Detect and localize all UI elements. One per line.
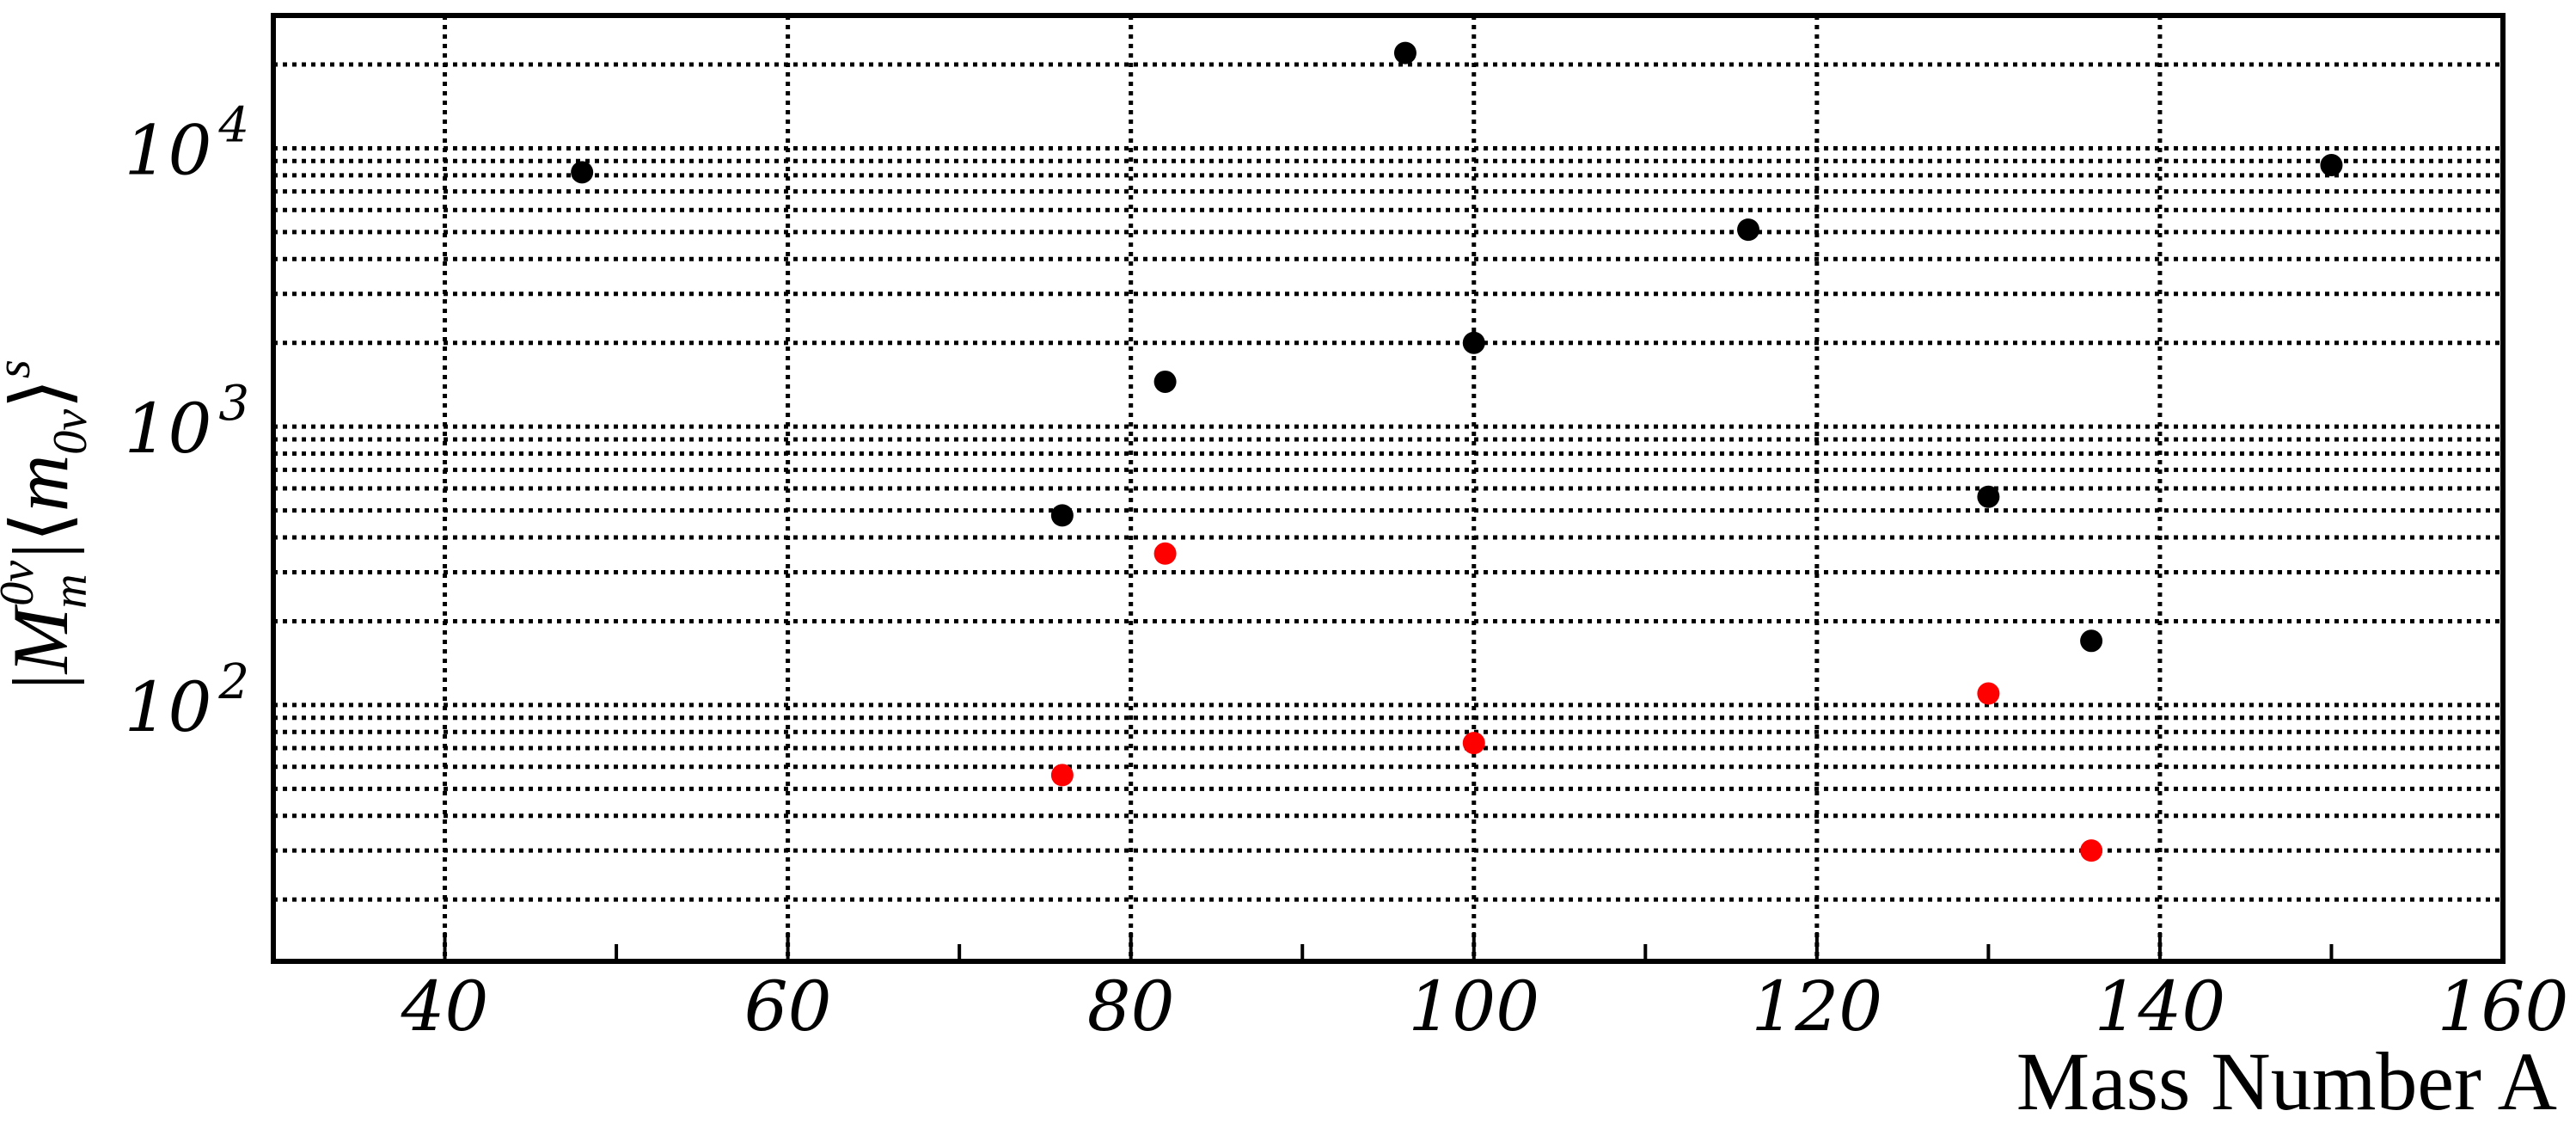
y-tick-label: 10 3 bbox=[125, 376, 249, 469]
data-point bbox=[1737, 218, 1760, 242]
x-axis-title: Mass Number A bbox=[2016, 1035, 2557, 1123]
x-tick-label: 120 bbox=[1751, 967, 1882, 1046]
data-point bbox=[1050, 764, 1074, 787]
data-point bbox=[1153, 370, 1177, 393]
y-axis-title: |M0vm|⟨m0v⟩s bbox=[0, 359, 97, 690]
data-point bbox=[571, 161, 594, 184]
x-tick-label: 60 bbox=[744, 967, 832, 1046]
data-point bbox=[1153, 542, 1177, 565]
grid bbox=[273, 13, 2503, 961]
data-point bbox=[1977, 682, 2000, 705]
data-point bbox=[1393, 41, 1416, 64]
x-tick-label: 140 bbox=[2095, 967, 2226, 1046]
y-tick-label: 10 4 bbox=[125, 97, 249, 190]
data-points bbox=[571, 41, 2343, 862]
data-point bbox=[1462, 331, 1485, 354]
data-point bbox=[1977, 485, 2000, 508]
y-tick-label: 10 2 bbox=[125, 654, 249, 747]
x-tick-labels: 40 60 80 100 120 140 160 bbox=[401, 967, 2569, 1046]
x-minor-ticks bbox=[272, 932, 2505, 961]
x-tick-label: 80 bbox=[1087, 967, 1175, 1046]
y-axis-title-text: |M0vm|⟨m0v⟩s bbox=[0, 359, 97, 690]
x-tick-label: 100 bbox=[1408, 967, 1539, 1046]
plot-frame bbox=[271, 13, 2506, 964]
data-point bbox=[2080, 839, 2103, 862]
data-point bbox=[1050, 504, 1074, 527]
data-point bbox=[2320, 154, 2343, 177]
x-tick-label: 40 bbox=[401, 967, 489, 1046]
x-tick-label: 160 bbox=[2438, 967, 2569, 1046]
data-point bbox=[2080, 629, 2103, 653]
data-point bbox=[1462, 732, 1485, 755]
